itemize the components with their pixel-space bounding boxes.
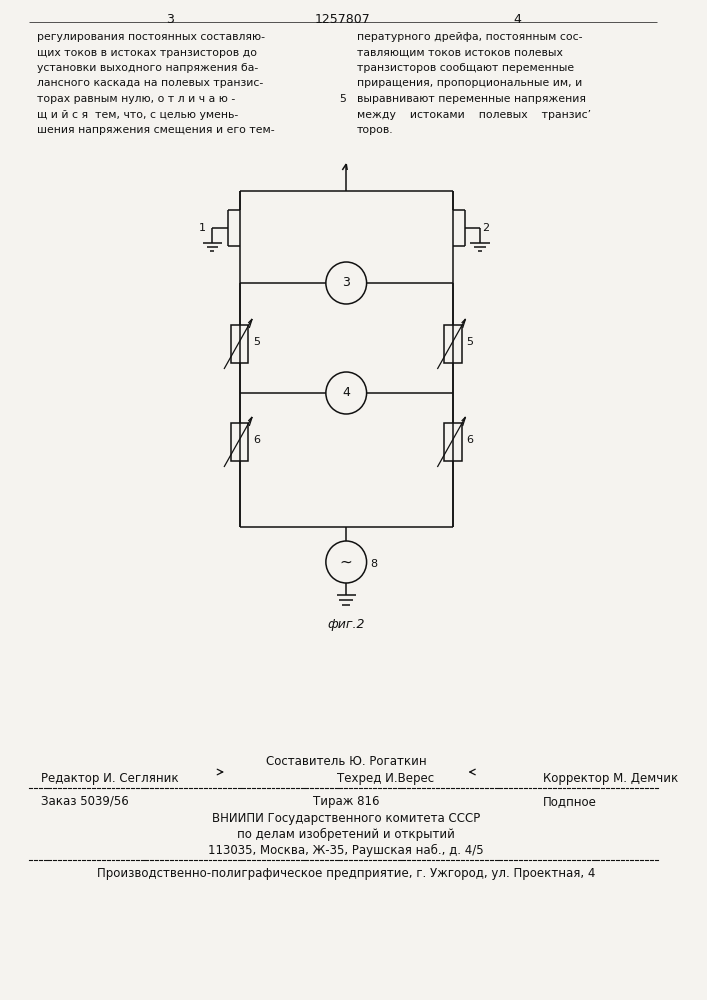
Text: регулирования постоянных составляю-: регулирования постоянных составляю- xyxy=(37,32,265,42)
Text: 6: 6 xyxy=(253,435,260,445)
Text: по делам изобретений и открытий: по делам изобретений и открытий xyxy=(238,828,455,841)
Text: 5: 5 xyxy=(467,337,474,347)
Text: ~: ~ xyxy=(340,554,353,570)
Bar xyxy=(230,325,248,363)
Text: 5: 5 xyxy=(253,337,260,347)
Text: торах равным нулю, о т л и ч а ю -: торах равным нулю, о т л и ч а ю - xyxy=(37,94,235,104)
Text: Редактор И. Сегляник: Редактор И. Сегляник xyxy=(41,772,178,785)
Text: 3: 3 xyxy=(165,13,174,26)
Text: пературного дрейфа, постоянным сос-: пературного дрейфа, постоянным сос- xyxy=(357,32,583,42)
Text: Корректор М. Демчик: Корректор М. Демчик xyxy=(543,772,678,785)
Bar xyxy=(230,423,248,461)
Text: между    истоками    полевых    транзис’: между истоками полевых транзис’ xyxy=(357,109,591,119)
Text: 4: 4 xyxy=(342,386,350,399)
Text: торов.: торов. xyxy=(357,125,394,135)
Text: тавляющим токов истоков полевых: тавляющим токов истоков полевых xyxy=(357,47,563,57)
Text: 5: 5 xyxy=(339,94,346,104)
Text: выравнивают переменные напряжения: выравнивают переменные напряжения xyxy=(357,94,586,104)
Text: 8: 8 xyxy=(370,559,378,569)
Text: Тираж 816: Тираж 816 xyxy=(313,795,380,808)
Text: лансного каскада на полевых транзис-: лансного каскада на полевых транзис- xyxy=(37,79,263,89)
Bar xyxy=(444,325,462,363)
Text: фиг.2: фиг.2 xyxy=(327,618,365,631)
Text: установки выходного напряжения ба-: установки выходного напряжения ба- xyxy=(37,63,258,73)
Text: щ и й с я  тем, что, с целью умень-: щ и й с я тем, что, с целью умень- xyxy=(37,109,238,119)
Text: 2: 2 xyxy=(482,223,489,233)
Text: 1: 1 xyxy=(199,223,206,233)
Bar xyxy=(444,423,462,461)
Text: 3: 3 xyxy=(342,276,350,290)
Text: шения напряжения смещения и его тем-: шения напряжения смещения и его тем- xyxy=(37,125,274,135)
Text: 6: 6 xyxy=(467,435,474,445)
Text: Составитель Ю. Рогаткин: Составитель Ю. Рогаткин xyxy=(266,755,426,768)
Text: 1257807: 1257807 xyxy=(315,13,370,26)
Text: приращения, пропорциональные им, и: приращения, пропорциональные им, и xyxy=(357,79,582,89)
Text: Производственно-полиграфическое предприятие, г. Ужгород, ул. Проектная, 4: Производственно-полиграфическое предприя… xyxy=(97,867,595,880)
Text: Подпное: Подпное xyxy=(543,795,597,808)
Text: транзисторов сообщают переменные: транзисторов сообщают переменные xyxy=(357,63,574,73)
Text: Заказ 5039/56: Заказ 5039/56 xyxy=(41,795,129,808)
Text: щих токов в истоках транзисторов до: щих токов в истоках транзисторов до xyxy=(37,47,257,57)
Text: Техред И.Верес: Техред И.Верес xyxy=(337,772,433,785)
Text: ВНИИПИ Государственного комитета СССР: ВНИИПИ Государственного комитета СССР xyxy=(212,812,480,825)
Text: 113035, Москва, Ж-35, Раушская наб., д. 4/5: 113035, Москва, Ж-35, Раушская наб., д. … xyxy=(209,844,484,857)
Text: 4: 4 xyxy=(513,13,521,26)
